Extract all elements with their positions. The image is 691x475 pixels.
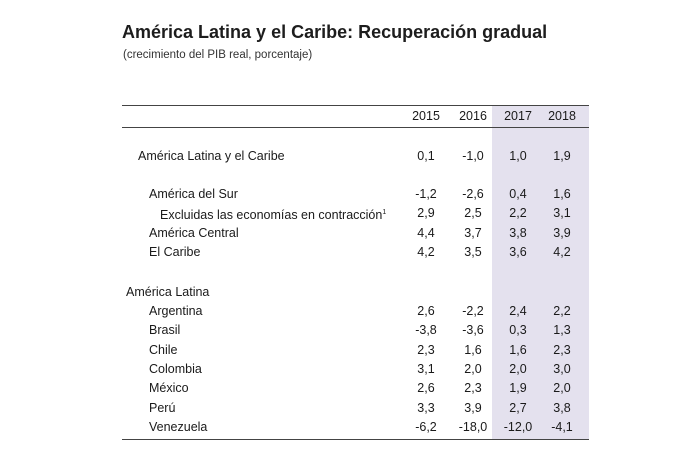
table-cell: 1,9 <box>509 381 527 395</box>
row-label-text: Excluidas las economías en contracción <box>160 208 383 223</box>
row-label: Excluidas las economías en contracción1 <box>160 204 386 224</box>
row-label: América del Sur <box>149 187 238 201</box>
table-cell: 2,9 <box>417 206 435 220</box>
year-header: 2018 <box>548 109 576 123</box>
row-label: El Caribe <box>149 245 201 259</box>
table-cell: 2,0 <box>509 362 527 376</box>
table-cell: 3,8 <box>553 401 571 415</box>
table-bottom-rule <box>122 439 589 440</box>
table-cell: -1,2 <box>415 187 437 201</box>
table-cell: 1,9 <box>553 149 571 163</box>
table-cell: 2,2 <box>553 304 571 318</box>
table-cell: 3,8 <box>509 226 527 240</box>
table-cell: 0,1 <box>417 149 435 163</box>
table-cell: 4,2 <box>417 245 435 259</box>
table-cell: 3,1 <box>553 206 571 220</box>
table-cell: 4,2 <box>553 245 571 259</box>
table-cell: 2,3 <box>464 381 482 395</box>
table-top-rule <box>122 105 589 106</box>
row-label: Brasil <box>149 323 181 337</box>
row-label: América Central <box>149 226 239 240</box>
table-cell: 4,4 <box>417 226 435 240</box>
table-cell: 3,0 <box>553 362 571 376</box>
table-cell: 2,5 <box>464 206 482 220</box>
table-cell: 3,5 <box>464 245 482 259</box>
table-cell: 3,6 <box>509 245 527 259</box>
table-cell: 2,4 <box>509 304 527 318</box>
page-title: América Latina y el Caribe: Recuperación… <box>122 22 548 42</box>
table-cell: -6,2 <box>415 420 437 434</box>
projection-shading <box>492 105 589 440</box>
table-cell: 2,7 <box>509 401 527 415</box>
row-label: Venezuela <box>149 420 208 434</box>
year-header: 2016 <box>459 109 487 123</box>
table-cell: 3,3 <box>417 401 435 415</box>
table-cell: 2,3 <box>417 343 435 357</box>
table-cell: 0,3 <box>509 323 527 337</box>
table-cell: -2,6 <box>462 187 484 201</box>
row-label: México <box>149 381 189 395</box>
table-cell: 3,9 <box>464 401 482 415</box>
table-cell: 1,6 <box>464 343 482 357</box>
table-cell: 2,0 <box>464 362 482 376</box>
row-label: Argentina <box>149 304 203 318</box>
table-cell: 1,6 <box>553 187 571 201</box>
table-cell: 2,0 <box>553 381 571 395</box>
section-label: América Latina <box>126 285 210 299</box>
page-subtitle: (crecimiento del PIB real, porcentaje) <box>123 49 313 61</box>
table-cell: -3,6 <box>462 323 484 337</box>
row-label: Colombia <box>149 362 202 376</box>
table-cell: -1,0 <box>462 149 484 163</box>
table-cell: 2,3 <box>553 343 571 357</box>
table-cell: -12,0 <box>503 420 533 434</box>
table-cell: 3,7 <box>464 226 482 240</box>
table-cell: 3,9 <box>553 226 571 240</box>
growth-table: 2015 2016 2017 2018 América Latina y el … <box>122 100 589 440</box>
table-cell: 2,6 <box>417 304 435 318</box>
row-label: Perú <box>149 401 176 415</box>
table-cell: -4,1 <box>551 420 573 434</box>
table-cell: 0,4 <box>509 187 527 201</box>
table-cell: 1,6 <box>509 343 527 357</box>
footnote-marker: 1 <box>382 209 387 216</box>
table-cell: -18,0 <box>458 420 488 434</box>
row-label: América Latina y el Caribe <box>138 149 285 163</box>
table-cell: 2,2 <box>509 206 527 220</box>
table-cell: -3,8 <box>415 323 437 337</box>
year-header: 2015 <box>412 109 440 123</box>
table-cell: 1,3 <box>553 323 571 337</box>
table-cell: -2,2 <box>462 304 484 318</box>
year-header: 2017 <box>504 109 532 123</box>
row-label: Chile <box>149 343 178 357</box>
header-rule <box>122 127 589 128</box>
table-cell: 1,0 <box>509 149 527 163</box>
table-cell: 3,1 <box>417 362 435 376</box>
table-cell: 2,6 <box>417 381 435 395</box>
